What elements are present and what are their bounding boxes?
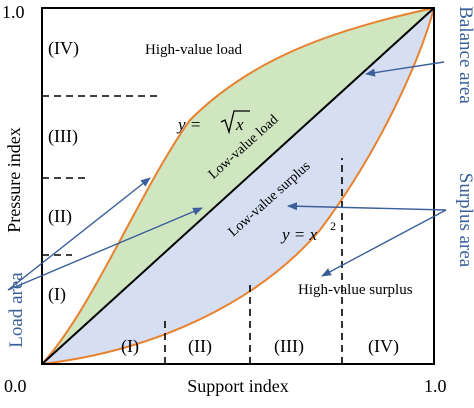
balance-area-label: Balance area bbox=[455, 6, 474, 104]
load-area-arrow-1 bbox=[7, 177, 151, 291]
upper-curve bbox=[41, 7, 435, 365]
pressure-level-iv: (IV) bbox=[48, 38, 79, 59]
lower-curve bbox=[41, 7, 435, 365]
load-area-arrow-2 bbox=[7, 207, 203, 291]
square-equation-exponent: 2 bbox=[330, 219, 336, 233]
balance-area-arrow bbox=[365, 61, 445, 77]
diagonal-line bbox=[41, 7, 435, 365]
high-value-load-label: High-value load bbox=[145, 42, 243, 58]
sqrt-equation-radicand: x bbox=[235, 115, 244, 134]
pressure-level-ii: (II) bbox=[48, 206, 72, 227]
y-axis-max: 1.0 bbox=[2, 2, 25, 22]
origin-label: 0.0 bbox=[4, 376, 27, 396]
plot-frame bbox=[41, 7, 435, 365]
pressure-level-i: (I) bbox=[48, 284, 66, 305]
support-level-iii: (III) bbox=[274, 336, 304, 357]
square-equation: y = x 2 bbox=[280, 219, 336, 244]
sqrt-equation: y = x bbox=[176, 110, 250, 135]
surplus-area-label: Surplus area bbox=[455, 173, 474, 268]
high-value-surplus-label: High-value surplus bbox=[298, 282, 413, 298]
surplus-area-arrow-2 bbox=[321, 209, 447, 277]
support-level-ii: (II) bbox=[188, 336, 212, 357]
radical-sign bbox=[220, 110, 250, 135]
pressure-level-iii: (III) bbox=[48, 126, 78, 147]
y-axis-title: Pressure index bbox=[4, 127, 24, 232]
load-area-label: Load area bbox=[6, 272, 27, 348]
sqrt-equation-prefix: y = bbox=[176, 115, 206, 134]
support-level-iv: (IV) bbox=[368, 336, 399, 357]
x-axis-max: 1.0 bbox=[424, 376, 447, 396]
surplus-area-arrow-1 bbox=[287, 202, 447, 211]
support-level-i: (I) bbox=[121, 336, 139, 357]
x-axis-title: Support index bbox=[187, 376, 289, 396]
square-equation-base: y = x bbox=[280, 225, 318, 244]
